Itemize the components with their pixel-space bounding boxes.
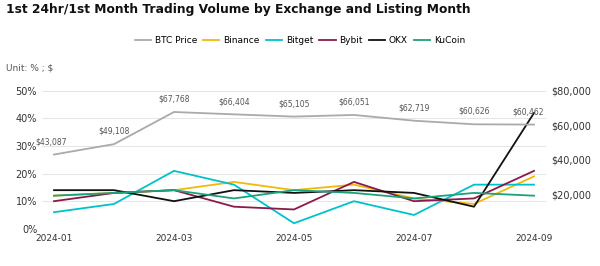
Line: Bitget: Bitget — [54, 171, 534, 223]
Binance — [350, 183, 358, 186]
Bitget — [410, 213, 418, 217]
KuCoin — [230, 197, 238, 200]
KuCoin — [350, 191, 358, 194]
OKX — [230, 189, 238, 192]
Text: $62,719: $62,719 — [398, 103, 430, 112]
Text: 1st 24hr/1st Month Trading Volume by Exchange and Listing Month: 1st 24hr/1st Month Trading Volume by Exc… — [6, 3, 470, 16]
Binance — [170, 189, 178, 192]
Bitget — [350, 200, 358, 203]
Text: $66,404: $66,404 — [218, 97, 250, 106]
Binance — [230, 180, 238, 184]
Bitget — [110, 202, 118, 206]
Binance — [470, 202, 478, 206]
Text: $60,626: $60,626 — [458, 107, 490, 116]
KuCoin — [110, 191, 118, 194]
KuCoin — [50, 194, 58, 197]
OKX — [290, 191, 298, 194]
BTC Price — [230, 113, 238, 116]
Binance — [110, 191, 118, 194]
Bybit — [470, 197, 478, 200]
Bybit — [530, 169, 538, 172]
Line: Bybit: Bybit — [54, 171, 534, 209]
Binance — [50, 194, 58, 197]
KuCoin — [290, 189, 298, 192]
Bitget — [470, 183, 478, 186]
OKX — [50, 189, 58, 192]
KuCoin — [470, 191, 478, 194]
OKX — [470, 205, 478, 208]
OKX — [170, 200, 178, 203]
Binance — [410, 197, 418, 200]
Text: Unit: % ; $: Unit: % ; $ — [6, 64, 53, 73]
Bybit — [290, 208, 298, 211]
Bitget — [170, 169, 178, 172]
Text: $65,105: $65,105 — [278, 99, 310, 108]
BTC Price — [470, 123, 478, 126]
OKX — [530, 111, 538, 115]
OKX — [110, 189, 118, 192]
BTC Price — [410, 119, 418, 122]
Bitget — [230, 183, 238, 186]
Bybit — [50, 200, 58, 203]
OKX — [410, 191, 418, 194]
Bitget — [290, 222, 298, 225]
Legend: BTC Price, Binance, Bitget, Bybit, OKX, KuCoin: BTC Price, Binance, Bitget, Bybit, OKX, … — [131, 32, 469, 49]
Binance — [530, 175, 538, 178]
Bybit — [350, 180, 358, 184]
Text: $60,462: $60,462 — [512, 107, 544, 116]
Bybit — [230, 205, 238, 208]
Text: $49,108: $49,108 — [98, 127, 130, 136]
Text: $43,087: $43,087 — [35, 137, 67, 146]
Bitget — [530, 183, 538, 186]
OKX — [350, 189, 358, 192]
Bybit — [170, 189, 178, 192]
Line: KuCoin: KuCoin — [54, 190, 534, 198]
BTC Price — [170, 110, 178, 114]
BTC Price — [110, 143, 118, 146]
Text: $66,051: $66,051 — [338, 98, 370, 107]
KuCoin — [410, 197, 418, 200]
KuCoin — [530, 194, 538, 197]
Line: OKX: OKX — [54, 113, 534, 207]
KuCoin — [170, 189, 178, 192]
Line: BTC Price: BTC Price — [54, 112, 534, 155]
Bybit — [110, 191, 118, 194]
Bybit — [410, 200, 418, 203]
Bitget — [50, 211, 58, 214]
Binance — [290, 189, 298, 192]
BTC Price — [50, 153, 58, 156]
BTC Price — [530, 123, 538, 126]
BTC Price — [290, 115, 298, 118]
Text: $67,768: $67,768 — [158, 95, 190, 104]
BTC Price — [350, 113, 358, 117]
Line: Binance: Binance — [54, 176, 534, 204]
